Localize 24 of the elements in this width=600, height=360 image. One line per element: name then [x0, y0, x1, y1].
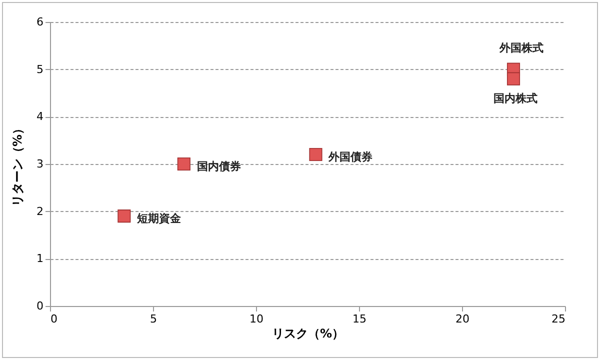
- x-tick-label: 25: [552, 312, 566, 326]
- y-tick-label: 4: [36, 110, 44, 124]
- y-axis-title: リターン（%）: [10, 122, 24, 207]
- annotation: 外国債券: [328, 150, 374, 164]
- annotation: 外国株式: [498, 41, 544, 54]
- x-tick-label: 20: [456, 312, 470, 326]
- y-tick-label: 5: [36, 62, 44, 76]
- y-tick-label: 6: [36, 16, 44, 28]
- x-axis-title: リスク（%）: [272, 326, 344, 340]
- annotation: 短期資金: [136, 212, 182, 226]
- y-tick-label: 2: [36, 204, 44, 218]
- x-tick-label: 5: [150, 312, 157, 326]
- point: [309, 148, 322, 162]
- y-tick-label: 3: [36, 158, 44, 170]
- y-tick-label: 0: [36, 300, 44, 312]
- annotation: 国内株式: [494, 92, 538, 105]
- x-tick-label: 10: [250, 312, 264, 326]
- point: [506, 72, 520, 86]
- annotation: 国内債券: [196, 160, 242, 173]
- point: [177, 157, 190, 171]
- y-tick-label: 1: [36, 252, 44, 266]
- x-tick-label: 15: [352, 312, 366, 326]
- x-tick-label: 0: [50, 312, 58, 326]
- point: [118, 210, 131, 223]
